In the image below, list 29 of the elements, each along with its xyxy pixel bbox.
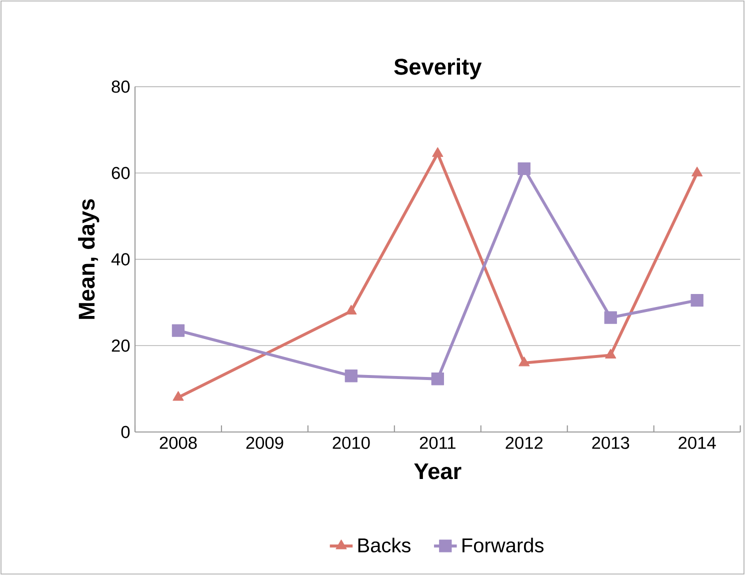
y-tick-label: 20	[112, 340, 130, 352]
y-axis-title: Mean, days	[78, 199, 100, 319]
point	[344, 370, 358, 382]
point	[518, 356, 530, 366]
point	[431, 372, 444, 386]
point	[690, 294, 704, 307]
point	[604, 311, 617, 324]
x-tick-label: 2011	[420, 436, 456, 449]
y-tick-label: 80	[112, 80, 130, 93]
x-tick-label: 2008	[160, 436, 197, 449]
x-tick-label: 2009	[246, 436, 284, 449]
point	[692, 166, 703, 176]
y-tick-label: 60	[112, 166, 130, 180]
x-tick-label: 2012	[506, 436, 543, 449]
y-tick-label: 0	[121, 426, 130, 438]
x-axis-title: Year	[414, 463, 462, 480]
x-tick-label: 2010	[332, 436, 370, 449]
point	[518, 162, 530, 176]
point	[432, 147, 444, 157]
chart-title: Severity	[394, 58, 482, 80]
legend-label: Forwards	[462, 538, 544, 552]
x-tick-label: 2014	[678, 436, 716, 449]
y-tick-label: 40	[111, 253, 130, 266]
point	[172, 324, 185, 337]
point	[605, 348, 616, 358]
legend-label: Backs	[358, 538, 410, 552]
point	[346, 304, 357, 314]
point	[172, 391, 184, 401]
x-tick-label: 2013	[592, 436, 630, 449]
